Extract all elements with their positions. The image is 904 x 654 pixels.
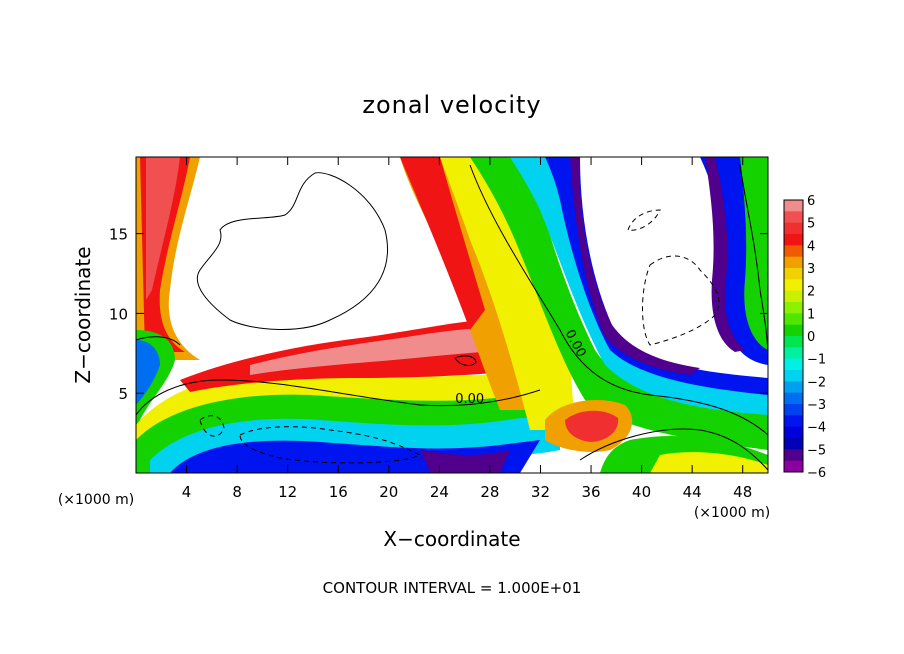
velocity-field (136, 157, 768, 473)
colorbar-label: −4 (807, 421, 826, 436)
x-tick-label: 12 (278, 483, 297, 501)
contour-zero-main (136, 379, 541, 416)
field-band-jet-pink (250, 328, 515, 375)
field-band-right-purple (705, 157, 745, 352)
colorbar-label: 5 (807, 217, 815, 232)
contour-label: 0.00 (455, 392, 484, 407)
x-tick-label: 20 (379, 483, 398, 501)
y-tick-label: 10 (109, 305, 128, 323)
colorbar-swatch (784, 200, 803, 212)
x-axis-label: X−coordinate (383, 527, 520, 551)
colorbar-label: 1 (807, 307, 815, 322)
x-unit-label-left: (×1000 m) (58, 492, 134, 508)
field-band-jet-purple (420, 450, 510, 473)
field-band-lower-blue (136, 340, 160, 405)
contour-zero-left-bottom (136, 336, 181, 346)
colorbar-swatch (784, 404, 803, 416)
colorbar-label: 3 (807, 262, 815, 277)
contour-dashed-small (199, 415, 225, 437)
colorbar-swatch (784, 347, 803, 360)
contour-dashed-right-middle (642, 255, 720, 346)
colorbar-swatch (784, 449, 803, 462)
contour-zero-lower-right (579, 428, 768, 471)
field-band-jet-yellow (136, 371, 560, 473)
x-tick-label: 32 (531, 483, 550, 501)
colorbar-swatch (784, 438, 803, 450)
colorbar-swatch (784, 211, 803, 224)
colorbar: 6 5 4 3 2 1 0 −1 −2 −3 −4 −5 −6 (783, 194, 826, 481)
dashed-contours (199, 209, 720, 464)
colorbar-swatch (784, 313, 803, 326)
colorbar-label: 4 (807, 239, 815, 254)
colorbar-swatch (784, 302, 803, 314)
field-band-left-pink (146, 157, 180, 300)
plot-frame (135, 156, 769, 474)
x-unit-label-right: (×1000 m) (694, 505, 770, 521)
contour-solid-right-column (739, 164, 768, 361)
x-tick-label: 8 (232, 483, 242, 501)
colorbar-label: −6 (807, 466, 826, 481)
chart-title: zonal velocity (362, 91, 541, 119)
x-tick-label: 36 (581, 483, 600, 501)
field-band-diag-red (400, 157, 485, 330)
field-band-diag-green (470, 157, 768, 450)
field-band-lower-right-red (565, 410, 619, 442)
colorbar-frame (783, 199, 804, 473)
contour-dashed-bottom-left (239, 426, 422, 464)
contour-solid-upper-left (196, 172, 389, 330)
colorbar-swatch (784, 256, 803, 269)
colorbar-label: 6 (807, 194, 815, 209)
x-tick-label: 4 (182, 483, 192, 501)
colorbar-label: 2 (807, 285, 815, 300)
colorbar-swatch (784, 426, 803, 439)
x-tick-label: 48 (733, 483, 752, 501)
colorbar-swatch (784, 358, 803, 371)
x-tick-label: 16 (329, 483, 348, 501)
field-band-diag-yellow (440, 157, 575, 430)
colorbar-swatch (784, 268, 803, 280)
colorbar-label: 0 (807, 330, 815, 345)
x-tick-label: 44 (683, 483, 702, 501)
x-axis-ticks: 4 8 12 16 20 24 28 32 36 40 44 48 (182, 157, 752, 501)
colorbar-swatch (784, 460, 803, 473)
field-band-lower-right-yellow (650, 452, 768, 473)
colorbar-label: −5 (807, 443, 826, 458)
colorbar-swatch (784, 392, 803, 405)
contour-zero-diagonal (469, 164, 768, 436)
colorbar-swatch (784, 381, 803, 394)
x-tick-label: 40 (632, 483, 651, 501)
colorbar-label: −1 (807, 353, 826, 368)
contour-lines (136, 164, 768, 471)
colorbar-label: −2 (807, 375, 826, 390)
colorbar-swatch (784, 279, 803, 292)
field-band-diag-purple (570, 157, 700, 375)
colorbar-swatch (784, 290, 803, 303)
colorbar-swatch (784, 245, 803, 258)
field-band-jet-green (136, 392, 560, 473)
contour-solid-small-loop (454, 355, 477, 366)
contour-dashed-right-upper (627, 209, 661, 231)
colorbar-swatch (784, 222, 803, 235)
x-tick-label: 28 (480, 483, 499, 501)
colorbar-swatch (784, 415, 803, 428)
y-axis-label: Z−coordinate (71, 246, 95, 383)
colorbar-swatch (784, 234, 803, 246)
x-tick-label: 24 (430, 483, 449, 501)
contour-interval-note: CONTOUR INTERVAL = 1.000E+01 (323, 579, 582, 597)
colorbar-swatch (784, 336, 803, 348)
colorbar-swatch (784, 370, 803, 382)
field-band-diag-cyan (510, 157, 768, 415)
y-tick-label: 15 (109, 226, 128, 244)
field-band-right-blue (700, 157, 768, 365)
colorbar-label: −3 (807, 398, 826, 413)
colorbar-swatch (784, 324, 803, 337)
y-axis-ticks: 5 10 15 (109, 226, 768, 403)
y-tick-label: 5 (118, 385, 128, 403)
